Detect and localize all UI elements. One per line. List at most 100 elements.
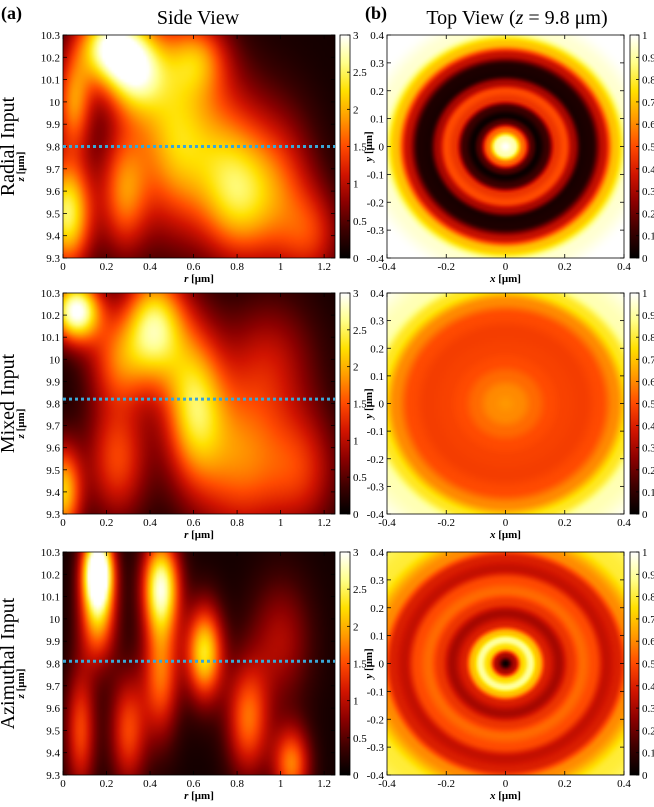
side-1-ylabel-unit: [μm] (15, 152, 27, 177)
top-3-colorbar-label: 0.8 (642, 592, 654, 604)
side-2-xtick-label: 0.2 (100, 517, 114, 529)
row-label-2: Mixed Input (0, 353, 19, 453)
top-3-ylabel-unit: [μm] (363, 648, 375, 673)
top-1-colorbar-label: 0.4 (642, 164, 654, 176)
top-2-ylabel-unit: [μm] (363, 388, 375, 413)
top-1-ytick-label: 0.1 (370, 114, 384, 126)
side-3-xlabel-var: r (184, 790, 189, 802)
top-2-xlabel-unit: [μm] (496, 529, 521, 541)
top-3-ytick-label: 0 (379, 659, 385, 671)
top-3-ytick-label: -0.1 (367, 686, 384, 698)
top-1-xlabel: x [μm] (489, 273, 521, 285)
side-1-xtick-label: 0.6 (187, 261, 201, 273)
side-2-ytick-label: 10.1 (41, 332, 60, 344)
side-2-heatmap (63, 293, 335, 514)
top-2-xtick-label: 0.4 (617, 517, 631, 529)
side-2-ylabel-var: z (15, 433, 27, 439)
top-1-colorbar-label: 0.7 (642, 97, 654, 109)
side-2-colorbar-label: 2 (353, 362, 359, 374)
top-3-ytick-label: 0.3 (370, 575, 384, 587)
side-3-colorbar-label: 0.5 (353, 733, 367, 745)
top-1-xtick-label: 0 (503, 261, 509, 273)
side-2-xtick-label: 1.2 (317, 517, 331, 529)
side-2-colorbar-label: 0 (353, 509, 359, 521)
side-1-ylabel: z [μm] (15, 152, 27, 183)
side-3-colorbar-label: 1.5 (353, 659, 367, 671)
top-view-title-var: z (515, 7, 524, 29)
side-1-colorbar-label: 0.5 (353, 216, 367, 228)
top-1-xtick-label: -0.4 (378, 261, 396, 273)
side-1-xlabel: r [μm] (184, 273, 214, 285)
top-3-xlabel-unit: [μm] (496, 790, 521, 802)
top-1-colorbar-label: 0.2 (642, 208, 654, 220)
side-2-xtick-label: 1 (278, 517, 284, 529)
side-1-colorbar-label: 1.5 (353, 142, 367, 154)
top-view-title-prefix: Top View ( (426, 7, 516, 29)
side-1-ytick-label: 9.4 (46, 231, 60, 243)
side-3-xtick-label: 0.8 (230, 778, 244, 790)
side-3-ytick-label: 9.5 (46, 725, 60, 737)
top-3-xlabel-var: x (489, 790, 496, 802)
top-3-ytick-label: -0.2 (367, 714, 384, 726)
side-2-ytick-label: 9.4 (46, 487, 60, 499)
side-1-ytick-label: 10.2 (41, 52, 60, 64)
top-3-ylabel: y [μm] (363, 648, 375, 680)
side-2-ytick-label: 9.5 (46, 465, 60, 477)
side-1-ytick-label: 9.3 (46, 253, 60, 265)
top-3-colorbar-label: 0.3 (642, 703, 654, 715)
top-1-ytick-label: 0.4 (370, 30, 384, 42)
side-3-xtick-label: 0.6 (187, 778, 201, 790)
side-1-xtick-label: 1.2 (317, 261, 331, 273)
side-3-ytick-label: 10 (49, 614, 61, 626)
top-2-colorbar-label: 0.1 (642, 487, 654, 499)
top-2-ytick-label: -0.1 (367, 426, 384, 438)
top-3-xtick-label: -0.4 (378, 778, 396, 790)
side-3-ytick-label: 9.6 (46, 703, 60, 715)
top-1-xlabel-unit: [μm] (496, 273, 521, 285)
side-3-ytick-label: 9.7 (46, 681, 60, 693)
top-3-colorbar-label: 0.7 (642, 614, 654, 626)
side-3-colorbar-label: 2 (353, 621, 359, 633)
side-3-ylabel-var: z (15, 693, 27, 699)
side-3-xtick-label: 0.4 (143, 778, 157, 790)
top-3-heatmap (387, 552, 624, 775)
side-3-xtick-label: 1 (278, 778, 284, 790)
side-1-ytick-label: 10.3 (41, 30, 61, 42)
top-3-colorbar-label: 0.5 (642, 659, 654, 671)
top-1-ytick-label: -0.3 (367, 225, 385, 237)
side-1-ytick-label: 9.6 (46, 186, 60, 198)
side-2-ytick-label: 9.7 (46, 421, 60, 433)
side-1-xtick-label: 1 (278, 261, 284, 273)
side-1-colorbar-label: 2 (353, 104, 359, 116)
side-3-xlabel: r [μm] (184, 790, 214, 802)
side-3-ytick-label: 9.4 (46, 748, 60, 760)
side-2-xtick-label: 0.6 (187, 517, 201, 529)
top-2-xtick-label: -0.2 (438, 517, 455, 529)
top-2-colorbar-label: 0.7 (642, 354, 654, 366)
top-2-ytick-label: 0.3 (370, 316, 384, 328)
side-1-colorbar-label: 1 (353, 179, 359, 191)
side-2-colorbar-label: 1.5 (353, 399, 367, 411)
top-2-xtick-label: 0 (503, 517, 509, 529)
top-2-colorbar-label: 0.2 (642, 465, 654, 477)
side-1-xlabel-unit: [μm] (188, 273, 213, 285)
top-2-ylabel: y [μm] (363, 388, 375, 420)
top-2-colorbar-label: 1 (642, 288, 648, 300)
top-1-ylabel: y [μm] (363, 131, 375, 163)
side-3-ylabel: z [μm] (15, 669, 27, 700)
side-3-xtick-label: 0.2 (100, 778, 114, 790)
side-2-ytick-label: 9.9 (46, 376, 60, 388)
top-1-xtick-label: 0.2 (558, 261, 572, 273)
top-1-ytick-label: 0.3 (370, 58, 384, 70)
side-2-ytick-label: 10.2 (41, 310, 60, 322)
side-2-colorbar-label: 1 (353, 435, 359, 447)
side-1-ytick-label: 9.5 (46, 208, 60, 220)
side-3-ytick-label: 10.1 (41, 592, 60, 604)
side-2-xtick-label: 0.4 (143, 517, 157, 529)
top-1-ytick-label: -0.1 (367, 169, 384, 181)
top-1-xtick-label: 0.4 (617, 261, 631, 273)
side-1-colorbar-label: 3 (353, 30, 359, 42)
top-2-heatmap (387, 293, 624, 514)
top-3-colorbar-label: 0.6 (642, 636, 654, 648)
top-3-colorbar-label: 1 (642, 547, 648, 559)
